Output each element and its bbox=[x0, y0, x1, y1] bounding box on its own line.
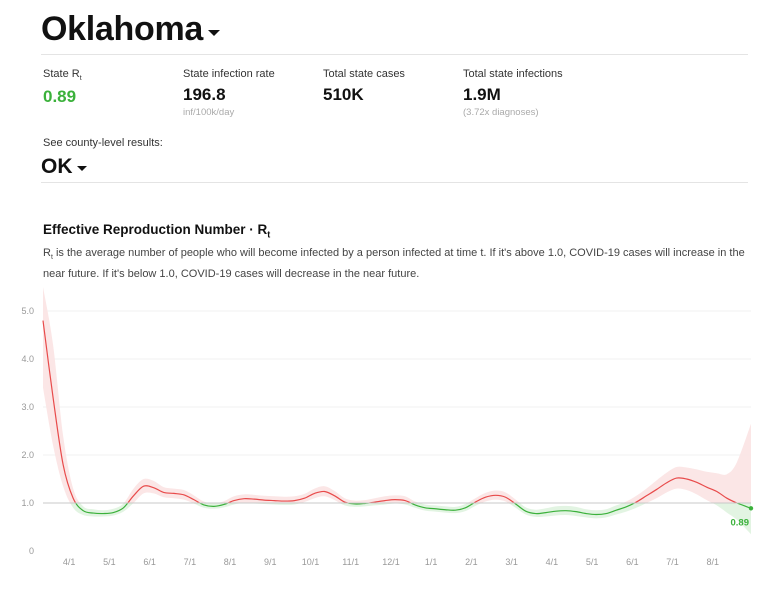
x-tick-label: 9/1 bbox=[264, 557, 277, 567]
rt-latest-label: 0.89 bbox=[731, 517, 750, 528]
stat-total-infections: Total state infections 1.9M (3.72x diagn… bbox=[463, 68, 563, 118]
county-label: See county-level results: bbox=[43, 137, 163, 149]
y-tick-label: 1.0 bbox=[21, 498, 34, 508]
stat-infection-rate-label: State infection rate bbox=[183, 68, 275, 80]
rt-line-above bbox=[42, 320, 739, 503]
x-tick-label: 7/1 bbox=[666, 557, 679, 567]
y-tick-label: 3.0 bbox=[21, 402, 34, 412]
stat-infection-rate-unit: inf/100k/day bbox=[183, 107, 235, 118]
chevron-down-icon bbox=[76, 166, 87, 171]
confidence-band-below bbox=[70, 503, 751, 535]
state-name: Oklahoma bbox=[41, 10, 203, 48]
x-tick-label: 5/1 bbox=[586, 557, 599, 567]
rt-line-below bbox=[74, 503, 752, 516]
x-tick-label: 10/1 bbox=[302, 557, 320, 567]
chart-title: Effective Reproduction Number · Rt bbox=[43, 222, 271, 240]
state-selector[interactable]: Oklahoma bbox=[41, 10, 220, 49]
x-tick-label: 5/1 bbox=[103, 557, 116, 567]
county-selector[interactable]: OK bbox=[41, 155, 87, 179]
y-tick-label: 5.0 bbox=[21, 306, 34, 316]
x-tick-label: 6/1 bbox=[143, 557, 156, 567]
x-tick-label: 12/1 bbox=[382, 557, 400, 567]
stat-state-rt: State Rt 0.89 bbox=[43, 68, 82, 107]
county-divider bbox=[41, 182, 748, 183]
stat-total-cases: Total state cases 510K bbox=[323, 68, 405, 105]
confidence-band-above bbox=[43, 287, 751, 503]
x-tick-label: 6/1 bbox=[626, 557, 639, 567]
y-tick-label: 0 bbox=[29, 546, 34, 556]
stat-total-cases-value: 510K bbox=[323, 85, 364, 104]
stat-total-infections-note: (3.72x diagnoses) bbox=[463, 107, 539, 118]
x-tick-label: 4/1 bbox=[63, 557, 76, 567]
stat-infection-rate: State infection rate 196.8 inf/100k/day bbox=[183, 68, 275, 118]
rt-chart: 5.0 4.0 3.0 2.0 1.0 0 4/1 5/1 6/1 7/1 8/1 9/1 10/1 11… bbox=[21, 287, 754, 567]
chevron-down-icon bbox=[208, 29, 220, 36]
x-tick-label: 4/1 bbox=[546, 557, 559, 567]
x-tick-label: 8/1 bbox=[707, 557, 720, 567]
y-tick-label: 4.0 bbox=[21, 354, 34, 364]
stat-total-infections-value: 1.9M bbox=[463, 85, 501, 104]
chart-description: Rt is the average number of people who w… bbox=[43, 247, 745, 281]
x-tick-label: 7/1 bbox=[184, 557, 197, 567]
county-selected-value: OK bbox=[41, 155, 73, 178]
x-tick-label: 2/1 bbox=[465, 557, 478, 567]
x-tick-label: 1/1 bbox=[425, 557, 438, 567]
stat-total-infections-label: Total state infections bbox=[463, 68, 563, 80]
y-tick-label: 2.0 bbox=[21, 450, 34, 460]
stat-rt-value: 0.89 bbox=[43, 87, 77, 107]
x-tick-label: 11/1 bbox=[342, 557, 359, 567]
header-divider bbox=[41, 54, 748, 55]
rt-latest-point bbox=[748, 506, 754, 511]
stat-total-cases-label: Total state cases bbox=[323, 68, 405, 80]
x-tick-label: 8/1 bbox=[224, 557, 237, 567]
stat-rt-label: State Rt bbox=[43, 68, 82, 83]
stat-infection-rate-value: 196.8 bbox=[183, 85, 226, 104]
x-tick-label: 3/1 bbox=[505, 557, 518, 567]
